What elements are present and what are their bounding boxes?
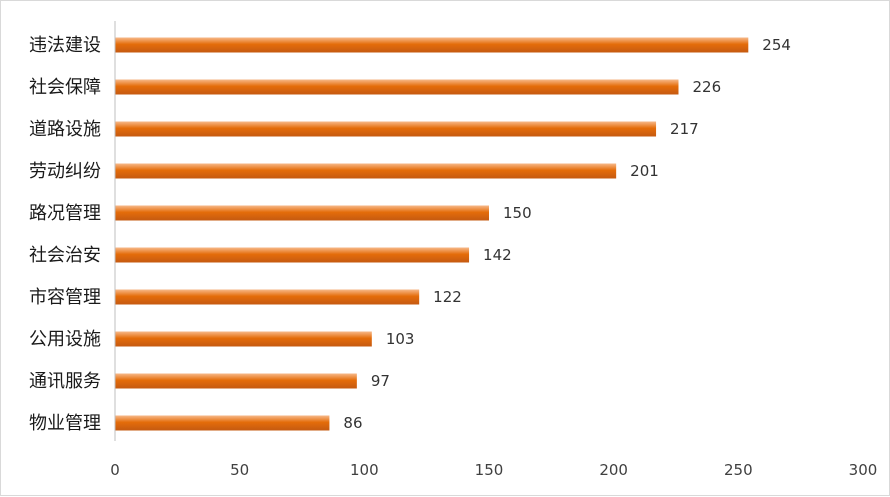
x-tick-label: 250 xyxy=(724,461,753,479)
category-label: 劳动纠纷 xyxy=(29,161,101,182)
bar xyxy=(115,205,489,221)
bar xyxy=(115,373,357,389)
bar xyxy=(115,79,679,95)
bar xyxy=(115,331,372,347)
x-tick-label: 150 xyxy=(475,461,504,479)
x-tick-label: 200 xyxy=(599,461,628,479)
x-tick-label: 100 xyxy=(350,461,379,479)
category-label: 社会治安 xyxy=(29,245,101,266)
data-label: 86 xyxy=(343,414,362,432)
category-label: 社会保障 xyxy=(29,77,101,98)
data-label: 150 xyxy=(503,204,532,222)
bar xyxy=(115,121,657,137)
bar xyxy=(115,415,330,431)
category-label: 物业管理 xyxy=(29,413,101,434)
category-label: 道路设施 xyxy=(29,119,101,140)
data-label: 122 xyxy=(433,288,462,306)
data-label: 103 xyxy=(386,330,415,348)
label-layer: 0 50 100 150 200 250 300 违法建设 254 社会保障 226 道路设施 217 劳… xyxy=(29,35,877,479)
category-label: 违法建设 xyxy=(29,35,101,56)
bar xyxy=(115,247,470,263)
bar xyxy=(115,289,420,305)
x-tick-label: 300 xyxy=(849,461,878,479)
category-label: 市容管理 xyxy=(29,287,101,308)
data-label: 254 xyxy=(762,36,791,54)
category-label: 通讯服务 xyxy=(29,371,101,392)
data-label: 226 xyxy=(692,78,721,96)
bar-layer xyxy=(115,37,749,431)
data-label: 97 xyxy=(371,372,390,390)
data-label: 217 xyxy=(670,120,699,138)
data-label: 201 xyxy=(630,162,659,180)
x-tick-label: 0 xyxy=(110,461,120,479)
bar xyxy=(115,163,617,179)
x-tick-label: 50 xyxy=(230,461,249,479)
bar xyxy=(115,37,749,53)
category-label: 路况管理 xyxy=(29,203,101,224)
category-label: 公用设施 xyxy=(29,329,101,350)
data-label: 142 xyxy=(483,246,512,264)
